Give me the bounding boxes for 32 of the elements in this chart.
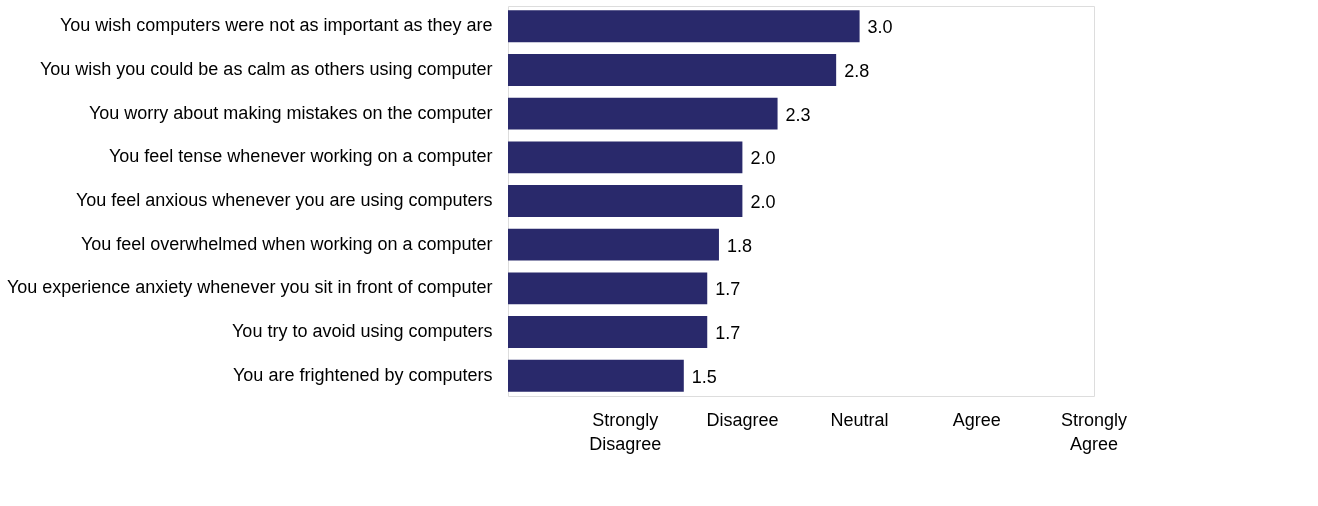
y-tick-label: You try to avoid using computers [232,321,493,342]
data-label: 2.3 [785,104,811,125]
bar [508,185,743,217]
bar [508,316,708,348]
data-label: 1.7 [715,279,741,300]
bar [508,228,719,261]
y-tick-label: You wish computers were not as important as they are [59,15,493,36]
bar [508,10,860,43]
data-label: 2.0 [750,192,776,212]
bar [508,97,778,130]
data-label: 3.0 [867,17,893,38]
text: Disagree [706,410,779,430]
bar [508,272,708,305]
bar [508,141,743,174]
data-label: 2.0 [750,148,776,169]
data-label: 2.8 [844,60,870,81]
bar [508,359,684,392]
y-tick-label: You wish you could be as calm as others using computer [39,58,493,79]
y-tick-label: You worry about making mistakes on the computer [88,102,493,123]
y-tick-label: You feel tense whenever working on a computer [108,146,493,167]
data-label: 1.5 [691,366,717,387]
y-tick-label: You feel overwhelmed when working on a computer [80,233,493,254]
bar [508,54,837,86]
data-label: 1.8 [726,235,752,256]
data-label: 1.7 [715,323,741,344]
y-tick-label: You experience anxiety whenever you sit in front of computer [6,277,493,298]
text: Strongly Disagree [589,410,662,454]
y-tick-label: You are frightened by computers [233,364,493,385]
text: Agree [952,410,1001,430]
y-tick-label: You feel anxious whenever you are using computers [75,190,493,210]
text: Neutral [830,410,889,430]
text: Strongly Agree [1060,410,1128,454]
